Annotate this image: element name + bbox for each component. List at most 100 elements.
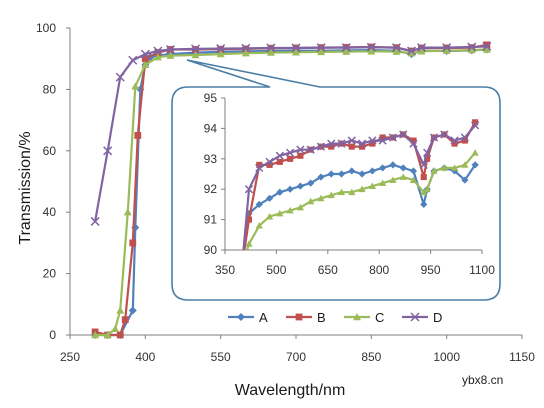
inset-data-point-A xyxy=(420,200,428,208)
data-point-C xyxy=(131,82,140,90)
legend-marker-C xyxy=(353,313,361,321)
data-point-B xyxy=(154,49,162,56)
inset-x-tick-label: 650 xyxy=(318,263,338,277)
x-tick-label: 700 xyxy=(286,350,306,364)
x-tick-label: 850 xyxy=(361,350,381,364)
inset-data-point-D xyxy=(419,160,428,170)
x-tick-label: 400 xyxy=(135,350,155,364)
x-tick-label: 550 xyxy=(211,350,231,364)
inset-data-point-B xyxy=(287,155,294,162)
data-point-C xyxy=(266,48,275,56)
data-point-D xyxy=(417,43,427,53)
inset-data-point-C xyxy=(307,197,315,205)
data-point-D xyxy=(467,42,477,52)
data-point-C xyxy=(123,208,132,216)
data-point-D xyxy=(191,44,201,54)
inset-data-point-D xyxy=(440,130,449,139)
data-point-D xyxy=(266,43,276,53)
inset-x-tick-label: 800 xyxy=(369,263,389,277)
inset-data-point-B xyxy=(461,137,468,144)
y-tick-label: 80 xyxy=(43,82,57,96)
inset-data-point-C xyxy=(440,164,448,171)
y-tick-label: 0 xyxy=(49,328,56,342)
inset-data-point-A xyxy=(389,161,397,169)
inset-data-point-B xyxy=(256,161,263,168)
data-point-D xyxy=(115,72,125,82)
legend-label-D: D xyxy=(433,310,442,325)
inset-callout xyxy=(171,59,501,301)
inset-data-point-A xyxy=(409,167,418,175)
y-tick-label: 60 xyxy=(43,144,57,158)
inset-data-point-B xyxy=(472,119,479,126)
inset-data-point-B xyxy=(328,143,335,150)
inset-data-point-D xyxy=(429,133,439,142)
inset-data-point-C xyxy=(358,185,366,193)
data-point-D xyxy=(241,43,251,53)
inset-data-point-A xyxy=(399,164,407,172)
inset-data-point-A xyxy=(461,176,469,184)
inset-data-point-D xyxy=(460,133,469,142)
y-axis-title: Transmission/% xyxy=(17,131,34,244)
data-point-D xyxy=(90,216,100,226)
inset-data-point-D xyxy=(296,145,305,154)
inset-y-tick-label: 92 xyxy=(204,182,218,196)
inset-data-point-C xyxy=(348,188,356,196)
data-point-D xyxy=(153,46,163,56)
x-tick-label: 250 xyxy=(60,350,80,364)
inset-data-point-B xyxy=(245,216,253,223)
inset-data-point-D xyxy=(450,136,459,145)
data-point-D xyxy=(366,42,376,52)
data-point-B xyxy=(116,331,124,339)
inset-data-point-A xyxy=(265,194,274,202)
data-point-B xyxy=(121,316,129,324)
inset-data-point-A xyxy=(348,167,356,175)
inset-data-point-A xyxy=(286,185,294,193)
legend-label-B: B xyxy=(317,310,326,325)
data-point-C xyxy=(467,46,476,54)
inset-data-point-C xyxy=(368,182,376,190)
data-point-C xyxy=(241,49,250,57)
inset-data-point-C xyxy=(430,167,438,174)
inset-data-point-B xyxy=(410,137,417,144)
y-tick-label: 40 xyxy=(43,205,57,219)
data-point-C xyxy=(111,324,120,333)
data-point-C xyxy=(166,51,175,59)
data-point-D xyxy=(216,44,226,54)
data-point-C xyxy=(116,306,125,314)
inset-x-tick-label: 500 xyxy=(266,263,286,277)
x-tick-label: 1000 xyxy=(433,350,460,364)
inset-data-point-C xyxy=(450,164,459,171)
inset-axes: 90 91 92 93 94 95 350 500 650 800 950 1100 xyxy=(204,91,496,277)
inset-data-point-C xyxy=(286,206,294,214)
inset-data-point-D xyxy=(409,139,418,148)
inset-data-point-C xyxy=(399,173,407,180)
legend-label-C: C xyxy=(375,310,384,325)
data-point-D xyxy=(128,55,138,65)
inset-data-point-B xyxy=(348,143,355,150)
data-point-C xyxy=(91,331,100,339)
inset-frame xyxy=(171,59,501,301)
data-point-B xyxy=(141,55,149,63)
inset-y-tick-label: 93 xyxy=(204,152,218,166)
watermark-text: ybx8.cn xyxy=(462,373,503,387)
inset-data-point-C xyxy=(471,149,479,156)
data-point-C xyxy=(407,49,416,57)
inset-data-point-A xyxy=(255,200,263,208)
inset-x-tick-label: 950 xyxy=(421,263,441,277)
data-point-C xyxy=(191,51,200,59)
y-tick-label: 100 xyxy=(36,21,56,35)
inset-data-point-B xyxy=(451,140,458,147)
data-point-C xyxy=(367,47,376,55)
data-point-C xyxy=(442,46,451,54)
inset-y-tick-label: 95 xyxy=(204,91,218,105)
inset-y-tick-label: 91 xyxy=(204,213,218,227)
inset-data-point-B xyxy=(266,161,273,168)
inset-data-point-D xyxy=(244,185,254,194)
inset-data-point-B xyxy=(369,140,376,147)
data-point-B xyxy=(134,132,142,139)
data-point-D xyxy=(103,146,113,156)
legend-label-A: A xyxy=(259,310,268,325)
data-point-C xyxy=(317,47,326,56)
inset-x-tick-label: 350 xyxy=(215,263,235,277)
